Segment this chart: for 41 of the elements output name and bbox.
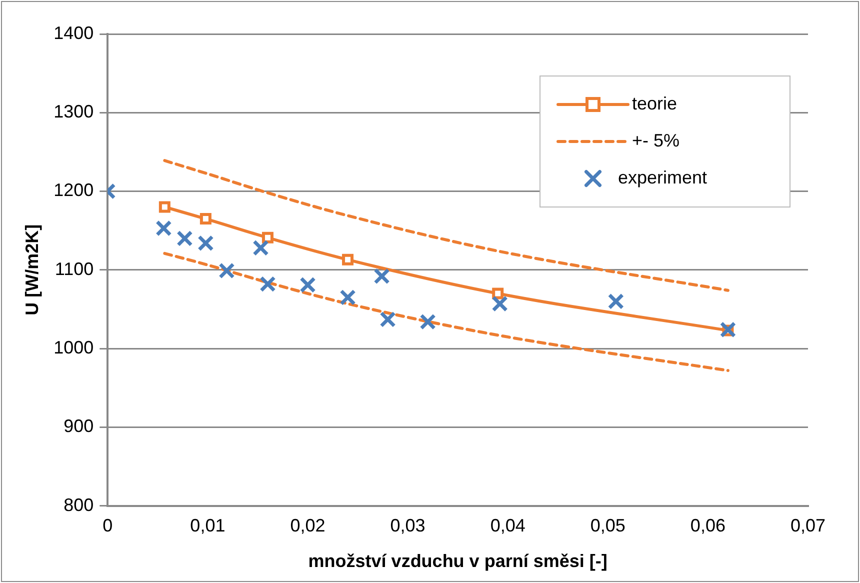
x-tick-label: 0,03 — [390, 516, 426, 536]
legend-label: teorie — [632, 93, 678, 114]
point — [300, 276, 316, 293]
legend-label: experiment — [618, 167, 708, 188]
point — [260, 276, 276, 292]
point — [340, 289, 356, 306]
point — [420, 314, 436, 330]
y-tick-label: 1400 — [54, 22, 94, 43]
line-series — [163, 159, 730, 292]
y-tick-label: 900 — [64, 416, 94, 436]
x-tick-label: 0 — [102, 516, 113, 536]
y-tick-label: 1000 — [54, 338, 94, 358]
point — [492, 296, 508, 312]
x-axis-title: množství vzduchu v parní směsi [-] — [308, 551, 608, 572]
point — [492, 288, 504, 300]
y-tick-label: 800 — [64, 494, 94, 515]
point — [342, 254, 354, 266]
point — [218, 262, 235, 279]
x-tick-label: 0,04 — [490, 516, 526, 536]
y-axis-title: U [W/m2K] — [22, 224, 42, 316]
point — [158, 201, 170, 213]
x-tick-label: 0,05 — [590, 516, 626, 536]
y-tick-label: 1100 — [54, 258, 94, 279]
y-tick-label: 1200 — [54, 180, 94, 200]
point — [380, 311, 396, 328]
x-tick-label: 0,02 — [290, 516, 326, 536]
x-tick-label: 0,01 — [190, 516, 226, 536]
point — [374, 268, 390, 284]
x-tick-label: 0,06 — [690, 516, 726, 536]
y-tick-label: 1300 — [54, 102, 94, 122]
point — [198, 235, 214, 252]
point — [200, 213, 212, 225]
legend-label: +- 5% — [632, 130, 680, 150]
point — [252, 240, 269, 256]
point — [720, 322, 736, 338]
point — [176, 230, 193, 247]
point — [608, 293, 624, 310]
point — [262, 232, 274, 244]
x-tick-label: 0,07 — [790, 516, 826, 536]
line-series — [163, 252, 730, 372]
point — [156, 220, 172, 236]
